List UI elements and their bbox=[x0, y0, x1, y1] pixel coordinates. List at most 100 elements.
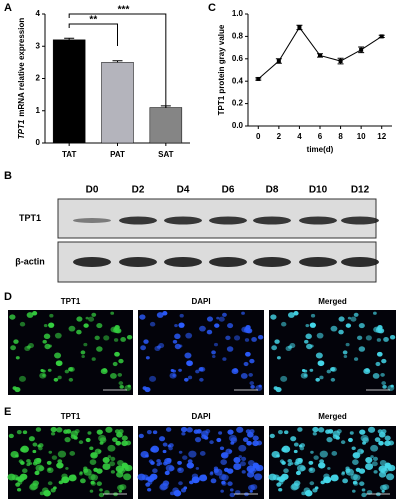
lane-label: D2 bbox=[132, 185, 145, 196]
cell bbox=[184, 352, 192, 359]
cell bbox=[243, 361, 249, 367]
cell bbox=[309, 322, 316, 328]
point bbox=[276, 59, 281, 64]
cell bbox=[125, 440, 132, 446]
cell bbox=[48, 322, 55, 328]
cell bbox=[35, 427, 42, 432]
x-tick-label: 6 bbox=[318, 132, 323, 141]
cell bbox=[115, 440, 122, 446]
cell bbox=[68, 325, 76, 332]
cell bbox=[46, 460, 52, 465]
cell bbox=[244, 338, 250, 342]
cell bbox=[33, 458, 42, 465]
cell bbox=[10, 345, 16, 351]
cell bbox=[320, 480, 325, 485]
cell bbox=[352, 489, 356, 493]
cell bbox=[229, 492, 235, 498]
cell bbox=[340, 440, 346, 445]
cell bbox=[240, 373, 248, 379]
cell bbox=[70, 434, 76, 439]
cell bbox=[348, 437, 353, 443]
lane-label: D4 bbox=[177, 185, 190, 196]
cell bbox=[91, 357, 96, 361]
cell bbox=[312, 431, 317, 436]
significance: ** bbox=[89, 15, 97, 26]
band bbox=[73, 257, 111, 267]
cell bbox=[375, 361, 381, 367]
cell bbox=[123, 473, 132, 481]
cell bbox=[159, 436, 166, 442]
cell bbox=[110, 373, 117, 379]
cell bbox=[182, 455, 188, 460]
cell bbox=[78, 440, 84, 445]
cell bbox=[354, 357, 359, 361]
cell bbox=[162, 311, 168, 316]
cell bbox=[352, 452, 359, 458]
cell bbox=[303, 369, 308, 373]
band bbox=[209, 216, 247, 225]
cell bbox=[32, 311, 38, 316]
cell bbox=[137, 473, 146, 481]
y-tick-label: 2 bbox=[36, 74, 41, 83]
band bbox=[73, 218, 111, 223]
cell bbox=[301, 491, 306, 496]
cell bbox=[317, 360, 325, 367]
point bbox=[318, 53, 322, 58]
cell bbox=[109, 461, 116, 467]
cell bbox=[152, 430, 158, 435]
cell bbox=[98, 492, 105, 498]
channel-label: TPT1 bbox=[61, 412, 81, 421]
cell bbox=[22, 468, 28, 474]
cell bbox=[98, 449, 102, 453]
y-tick-label: 0.6 bbox=[232, 54, 244, 63]
cell bbox=[343, 354, 348, 358]
cell bbox=[373, 470, 378, 474]
x-axis-label: time(d) bbox=[307, 145, 334, 154]
cell bbox=[150, 447, 156, 453]
cell bbox=[315, 352, 323, 359]
cell bbox=[293, 449, 298, 454]
cell bbox=[118, 490, 122, 493]
cell bbox=[349, 431, 354, 435]
cell bbox=[381, 381, 387, 386]
cell bbox=[168, 446, 173, 451]
cell bbox=[268, 473, 277, 481]
cell bbox=[308, 467, 316, 474]
cell bbox=[65, 466, 69, 470]
cell bbox=[304, 339, 309, 344]
y-label-text: mRNA relative expression bbox=[17, 18, 26, 117]
cell bbox=[191, 473, 199, 479]
cell bbox=[57, 450, 67, 458]
cell bbox=[295, 470, 301, 476]
cell bbox=[87, 431, 92, 435]
cell bbox=[199, 474, 208, 482]
cell bbox=[313, 455, 319, 460]
cell bbox=[247, 431, 254, 438]
cell bbox=[361, 492, 367, 498]
cell bbox=[196, 429, 202, 434]
cell bbox=[152, 468, 158, 474]
cell bbox=[88, 316, 95, 322]
cell bbox=[365, 368, 370, 373]
cell bbox=[352, 459, 359, 465]
cell bbox=[110, 456, 116, 461]
cell bbox=[371, 461, 378, 467]
y-label-gene: TPT1 bbox=[17, 119, 26, 139]
cell bbox=[164, 458, 172, 465]
cell bbox=[210, 478, 217, 484]
band bbox=[164, 257, 202, 267]
cell bbox=[353, 312, 359, 317]
cell bbox=[256, 440, 263, 446]
cell bbox=[38, 466, 45, 472]
cell bbox=[278, 480, 284, 485]
cell bbox=[124, 465, 129, 470]
cell bbox=[249, 358, 255, 364]
cell bbox=[184, 377, 189, 382]
cell bbox=[102, 456, 110, 464]
cell bbox=[271, 345, 278, 351]
cell bbox=[30, 482, 39, 490]
cell bbox=[172, 487, 179, 493]
cell bbox=[293, 311, 299, 316]
cell bbox=[47, 481, 53, 486]
cell bbox=[361, 488, 366, 492]
